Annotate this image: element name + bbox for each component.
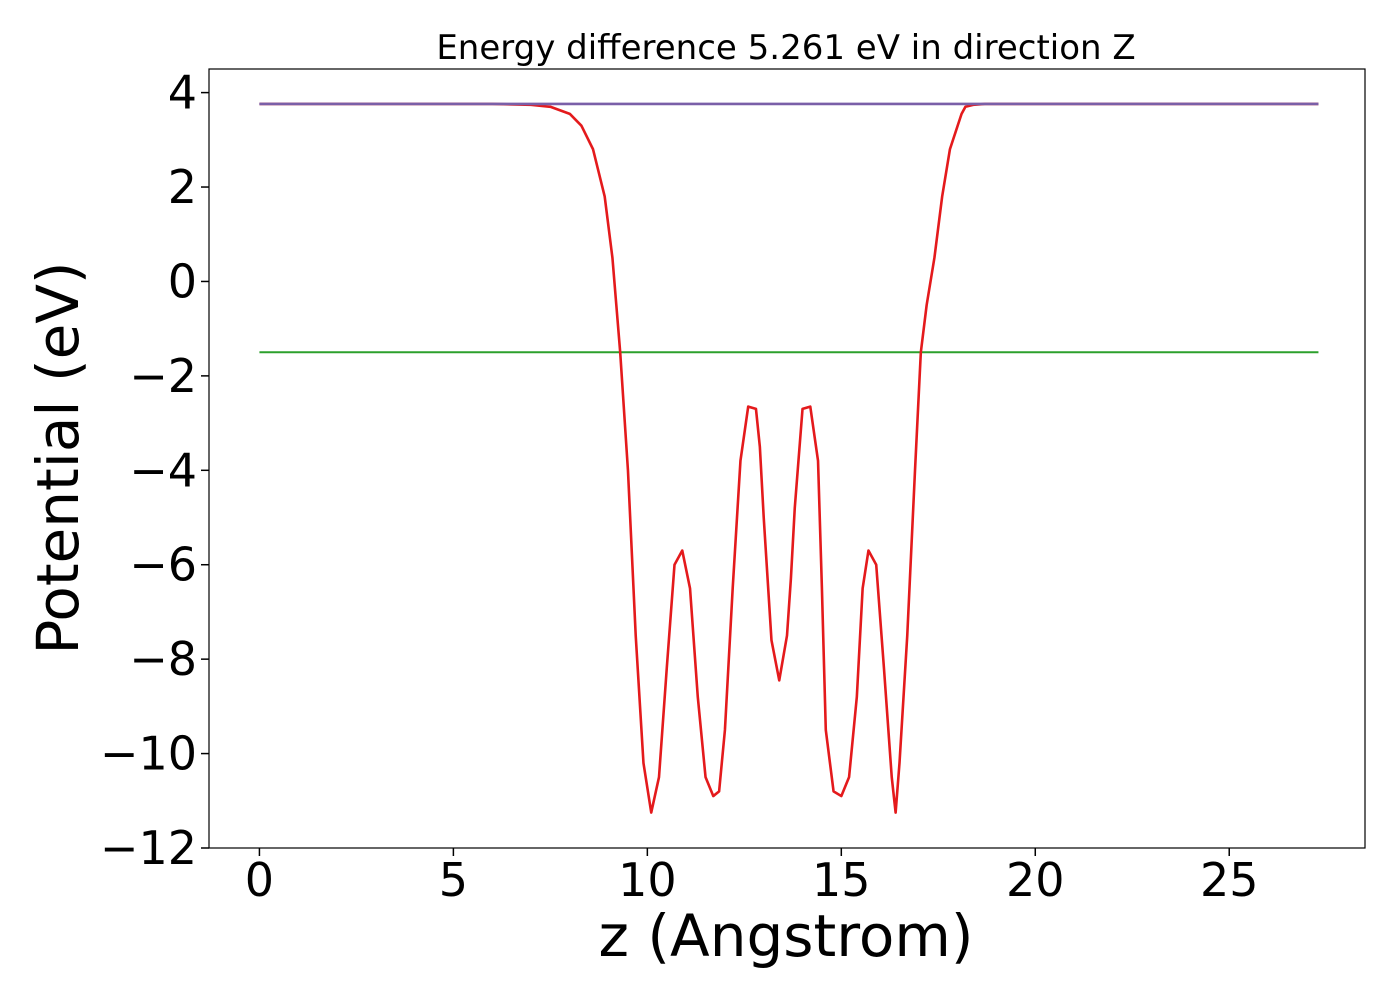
y-tick-label: −8: [129, 632, 197, 686]
chart-title: Energy difference 5.261 eV in direction …: [436, 28, 1135, 68]
x-tick-label: 15: [812, 853, 871, 907]
x-tick-label: 10: [618, 853, 677, 907]
x-tick-label: 5: [439, 853, 468, 907]
y-tick-label: −6: [129, 538, 197, 592]
x-tick-label: 20: [1006, 853, 1065, 907]
y-axis-label: Potential (eV): [24, 261, 92, 654]
y-tick-label: 4: [168, 66, 197, 120]
plot-area: [208, 68, 1366, 849]
series-layer: [259, 102, 1319, 814]
x-tick-label: 0: [245, 853, 274, 907]
y-tick-label: 2: [168, 160, 197, 214]
y-tick-label: −2: [129, 349, 197, 403]
x-axis-label: z (Angstrom): [599, 902, 974, 970]
y-tick-label: −12: [100, 821, 197, 875]
y-axis-ticks: 4 2 0 −2 −4 −6 −8 −10 −12: [100, 66, 209, 875]
y-tick-label: −4: [129, 443, 197, 497]
x-tick-label: 25: [1200, 853, 1259, 907]
y-tick-label: 0: [168, 254, 197, 308]
x-axis-ticks: 0 5 10 15 20 25: [245, 848, 1259, 907]
plot-frame: [208, 68, 1366, 849]
potential-curve: [259, 102, 1319, 814]
y-tick-label: −10: [100, 727, 197, 781]
